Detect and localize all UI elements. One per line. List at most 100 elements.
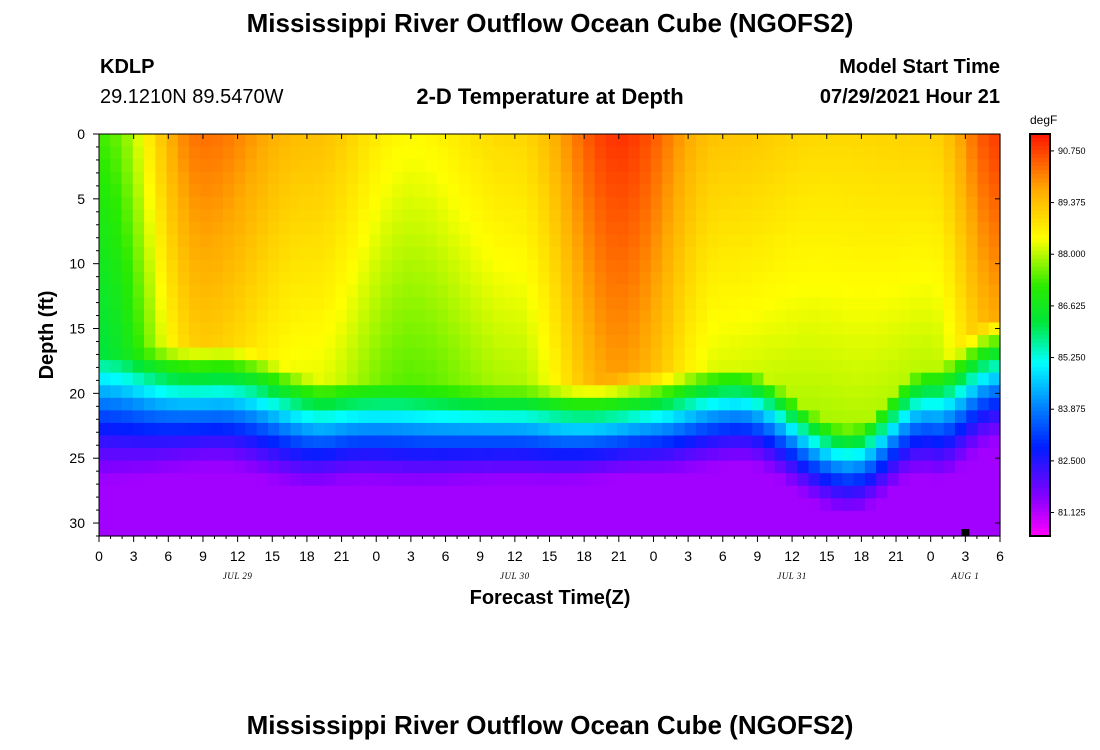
heatmap-cell: [256, 322, 269, 336]
heatmap-cell: [909, 448, 922, 462]
heatmap-cell: [121, 473, 134, 487]
heatmap-cell: [312, 259, 325, 273]
heatmap-cell: [583, 184, 596, 198]
heatmap-cell: [774, 397, 787, 411]
heatmap-cell: [583, 473, 596, 487]
heatmap-cell: [177, 448, 190, 462]
heatmap-cell: [774, 460, 787, 474]
heatmap-cell: [144, 259, 156, 273]
heatmap-cell: [898, 159, 911, 173]
heatmap-cell: [695, 510, 708, 525]
heatmap-cell: [425, 234, 438, 248]
heatmap-cell: [898, 498, 911, 512]
heatmap-cell: [650, 284, 663, 298]
heatmap-cell: [639, 523, 652, 537]
heatmap-cell: [954, 435, 967, 449]
heatmap-cell: [988, 159, 1001, 173]
x-tick-label: 0: [95, 548, 103, 564]
heatmap-cell: [786, 510, 798, 525]
heatmap-cell: [966, 272, 979, 286]
heatmap-cell: [211, 385, 224, 399]
colorbar-segment: [1030, 286, 1050, 292]
heatmap-cell: [909, 460, 922, 474]
heatmap-cell: [864, 221, 877, 236]
heatmap-cell: [729, 485, 742, 499]
heatmap-cell: [110, 322, 123, 336]
colorbar-segment: [1030, 186, 1050, 191]
heatmap-cell: [932, 410, 945, 424]
x-tick-label: 12: [507, 548, 523, 564]
heatmap-cell: [110, 460, 123, 474]
heatmap-cell: [211, 523, 224, 537]
heatmap-cell: [312, 335, 325, 349]
heatmap-cell: [707, 284, 720, 298]
heatmap-cell: [594, 385, 607, 399]
heatmap-cell: [189, 360, 201, 374]
heatmap-cell: [617, 360, 629, 374]
heatmap-cell: [222, 372, 235, 386]
heatmap-cell: [808, 247, 821, 261]
heatmap-cell: [583, 159, 596, 173]
heatmap-cell: [155, 159, 168, 173]
heatmap-cell: [786, 410, 798, 424]
heatmap-cell: [436, 209, 449, 223]
heatmap-cell: [752, 196, 765, 210]
heatmap-cell: [312, 297, 325, 311]
heatmap-cell: [977, 523, 990, 537]
heatmap-cell: [898, 347, 911, 361]
heatmap-cell: [763, 397, 776, 411]
heatmap-cell: [448, 159, 460, 173]
heatmap-cell: [921, 234, 934, 248]
heatmap-cell: [189, 297, 201, 311]
heatmap-cell: [639, 322, 652, 336]
heatmap-cell: [583, 498, 596, 512]
heatmap-cell: [436, 284, 449, 298]
heatmap-cell: [943, 360, 956, 374]
heatmap-cell: [628, 297, 641, 311]
heatmap-cell: [222, 523, 235, 537]
heatmap-cell: [797, 498, 810, 512]
heatmap-cell: [403, 259, 415, 273]
heatmap-cell: [662, 309, 674, 324]
heatmap-cell: [166, 309, 179, 324]
heatmap-cell: [864, 410, 877, 424]
heatmap-cell: [583, 134, 596, 148]
heatmap-cell: [763, 259, 776, 273]
heatmap-cell: [740, 309, 753, 324]
heatmap-cell: [909, 297, 922, 311]
heatmap-cell: [560, 448, 573, 462]
heatmap-cell: [684, 134, 697, 148]
heatmap-cell: [324, 209, 337, 223]
heatmap-cell: [774, 146, 787, 160]
heatmap-cell: [132, 309, 145, 324]
heatmap-cell: [99, 259, 111, 273]
heatmap-cell: [99, 397, 111, 411]
heatmap-cell: [842, 272, 855, 286]
heatmap-cell: [222, 498, 235, 512]
heatmap-cell: [605, 146, 618, 160]
heatmap-cell: [335, 259, 348, 273]
heatmap-cell: [335, 146, 348, 160]
heatmap-cell: [324, 309, 337, 324]
heatmap-cell: [504, 397, 517, 411]
heatmap-cell: [628, 146, 641, 160]
heatmap-cell: [549, 159, 562, 173]
heatmap-cell: [819, 247, 832, 261]
heatmap-cell: [403, 234, 415, 248]
heatmap-cell: [605, 485, 618, 499]
heatmap-cell: [797, 485, 810, 499]
heatmap-cell: [481, 209, 494, 223]
heatmap-cell: [189, 134, 201, 148]
heatmap-cell: [245, 221, 258, 236]
heatmap-cell: [448, 510, 460, 525]
heatmap-cell: [301, 372, 314, 386]
heatmap-cell: [279, 397, 292, 411]
heatmap-cell: [988, 347, 1001, 361]
heatmap-cell: [189, 410, 201, 424]
heatmap-cell: [954, 209, 967, 223]
heatmap-cell: [425, 460, 438, 474]
heatmap-cell: [707, 247, 720, 261]
heatmap-cell: [526, 510, 539, 525]
heatmap-cell: [808, 360, 821, 374]
heatmap-cell: [301, 385, 314, 399]
